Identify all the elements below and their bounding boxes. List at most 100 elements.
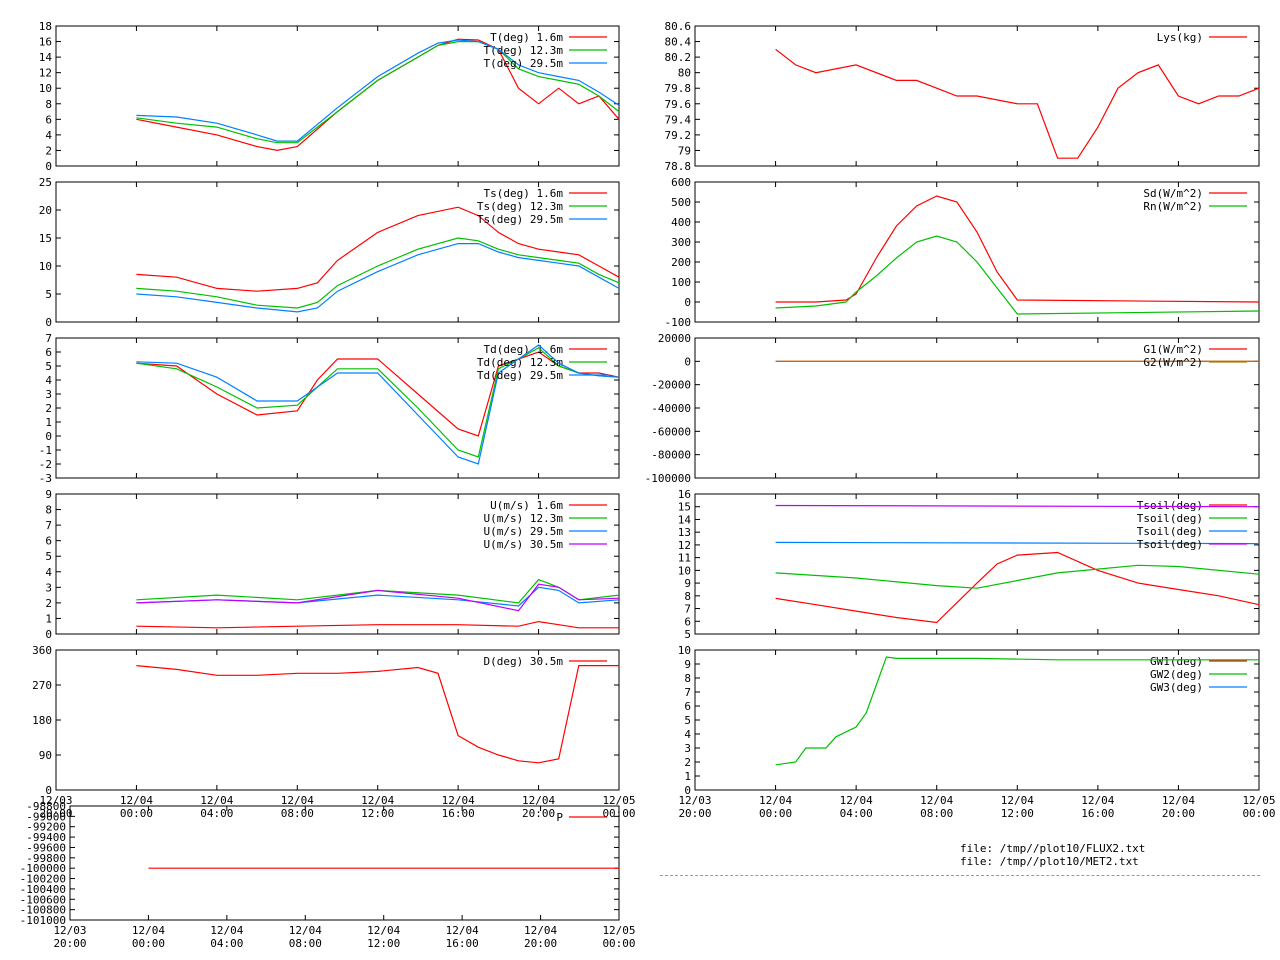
panel-frame-Lys xyxy=(694,25,1260,167)
series-line-Rad-1 xyxy=(775,235,1260,315)
x-tick-time-label: 04:00 xyxy=(210,937,243,950)
panel-frame-Ts xyxy=(55,181,620,323)
y-tick-label: -80000 xyxy=(651,449,691,462)
series-line-GW-1 xyxy=(775,656,1259,766)
x-tick-time-label: 04:00 xyxy=(840,807,873,820)
series-line-Ts-2 xyxy=(136,243,620,313)
y-tick-label: 0 xyxy=(684,296,691,309)
x-tick-time-label: 20:00 xyxy=(1162,807,1195,820)
x-tick-date-label: 12/04 xyxy=(200,794,233,807)
legend-label: Ts(deg) 1.6m xyxy=(484,187,564,200)
x-tick-date-label: 12/05 xyxy=(602,924,635,937)
panel-frame-Tsoil xyxy=(694,493,1260,635)
y-tick-label: -20000 xyxy=(651,379,691,392)
legend-label: P xyxy=(556,811,563,824)
series-line-Ts-1 xyxy=(136,237,620,309)
panel-frame-Rad xyxy=(694,181,1260,323)
y-tick-label: 78.8 xyxy=(665,160,692,173)
x-tick-date-label: 12/04 xyxy=(840,794,873,807)
y-tick-label: 9 xyxy=(684,658,691,671)
legend-label: Tsoil(deg) xyxy=(1137,525,1203,538)
y-tick-label: 270 xyxy=(32,679,52,692)
series-line-Td-1 xyxy=(136,347,620,458)
x-tick-date-label: 12/04 xyxy=(759,794,792,807)
y-tick-label: -99200 xyxy=(26,821,66,834)
y-tick-label: 1 xyxy=(45,612,52,625)
y-tick-label: -100000 xyxy=(20,862,66,875)
legend-label: Td(deg) 1.6m xyxy=(484,343,564,356)
file-line-met: file: /tmp//plot10/MET2.txt xyxy=(960,855,1139,868)
x-tick-date-label: 12/04 xyxy=(132,924,165,937)
x-tick-date-label: 12/05 xyxy=(602,794,635,807)
series-line-Tsoil-0 xyxy=(775,551,1260,624)
y-tick-label: 14 xyxy=(39,51,53,64)
x-tick-time-label: 20:00 xyxy=(522,807,555,820)
y-tick-label: -101000 xyxy=(20,914,66,927)
y-tick-label: -99400 xyxy=(26,831,66,844)
y-tick-label: -40000 xyxy=(651,402,691,415)
x-tick-time-label: 08:00 xyxy=(281,807,314,820)
y-tick-label: 20 xyxy=(39,204,52,217)
y-tick-label: -2 xyxy=(39,458,52,471)
y-tick-label: 0 xyxy=(45,316,52,329)
x-tick-date-label: 12/04 xyxy=(289,924,322,937)
y-tick-label: -98800 xyxy=(26,800,66,813)
x-tick-date-label: 12/04 xyxy=(120,794,153,807)
legend-label: GW2(deg) xyxy=(1150,668,1203,681)
x-tick-time-label: 16:00 xyxy=(442,807,475,820)
y-tick-label: 5 xyxy=(684,628,691,641)
x-tick-time-label: 00:00 xyxy=(1242,807,1275,820)
y-tick-label: 6 xyxy=(45,535,52,548)
y-tick-label: 360 xyxy=(32,644,52,657)
y-tick-label: 16 xyxy=(678,488,691,501)
legend-label: Rn(W/m^2) xyxy=(1143,200,1203,213)
x-tick-time-label: 12:00 xyxy=(367,937,400,950)
legend-label: T(deg) 1.6m xyxy=(490,31,563,44)
legend-label: G1(W/m^2) xyxy=(1143,343,1203,356)
x-tick-time-label: 08:00 xyxy=(920,807,953,820)
legend-label: U(m/s) 1.6m xyxy=(490,499,563,512)
y-tick-label: -100200 xyxy=(20,873,66,886)
series-line-D-0 xyxy=(136,664,619,764)
y-tick-label: 8 xyxy=(45,504,52,517)
y-tick-label: 8 xyxy=(684,590,691,603)
series-line-T-1 xyxy=(136,40,620,144)
y-tick-label: 400 xyxy=(671,216,691,229)
x-tick-date-label: 12/04 xyxy=(1081,794,1114,807)
y-tick-label: 10 xyxy=(39,82,52,95)
y-tick-label: 79.6 xyxy=(665,98,692,111)
legend-label: Td(deg) 12.3m xyxy=(477,356,563,369)
y-tick-label: -1 xyxy=(39,444,52,457)
y-tick-label: 0 xyxy=(45,628,52,641)
y-tick-label: 10 xyxy=(678,644,691,657)
y-tick-label: 180 xyxy=(32,714,52,727)
x-tick-date-label: 12/04 xyxy=(442,794,475,807)
panel-frame-P xyxy=(69,805,620,921)
legend-label: G2(W/m^2) xyxy=(1143,356,1203,369)
y-tick-label: 80.2 xyxy=(665,51,692,64)
x-tick-date-label: 12/04 xyxy=(1162,794,1195,807)
y-tick-label: -99800 xyxy=(26,852,66,865)
y-tick-label: 79 xyxy=(678,144,691,157)
y-tick-label: -100000 xyxy=(645,472,691,485)
y-tick-label: 4 xyxy=(45,566,52,579)
y-tick-label: 2 xyxy=(684,756,691,769)
x-tick-date-label: 12/04 xyxy=(920,794,953,807)
legend-label: D(deg) 30.5m xyxy=(484,655,564,668)
series-line-Tsoil-2 xyxy=(775,541,1260,545)
y-tick-label: 7 xyxy=(45,332,52,345)
y-tick-label: 9 xyxy=(45,488,52,501)
y-tick-label: 6 xyxy=(684,700,691,713)
y-tick-label: 0 xyxy=(45,430,52,443)
y-tick-label: 12 xyxy=(39,67,52,80)
series-line-U-1 xyxy=(136,578,620,604)
y-tick-label: 15 xyxy=(39,232,52,245)
y-tick-label: 600 xyxy=(671,176,691,189)
panel-frame-T xyxy=(55,25,620,167)
legend-label: T(deg) 12.3m xyxy=(484,44,564,57)
legend-label: Td(deg) 29.5m xyxy=(477,369,563,382)
x-tick-time-label: 16:00 xyxy=(1081,807,1114,820)
x-tick-time-label: 00:00 xyxy=(132,937,165,950)
y-tick-label: 6 xyxy=(684,615,691,628)
